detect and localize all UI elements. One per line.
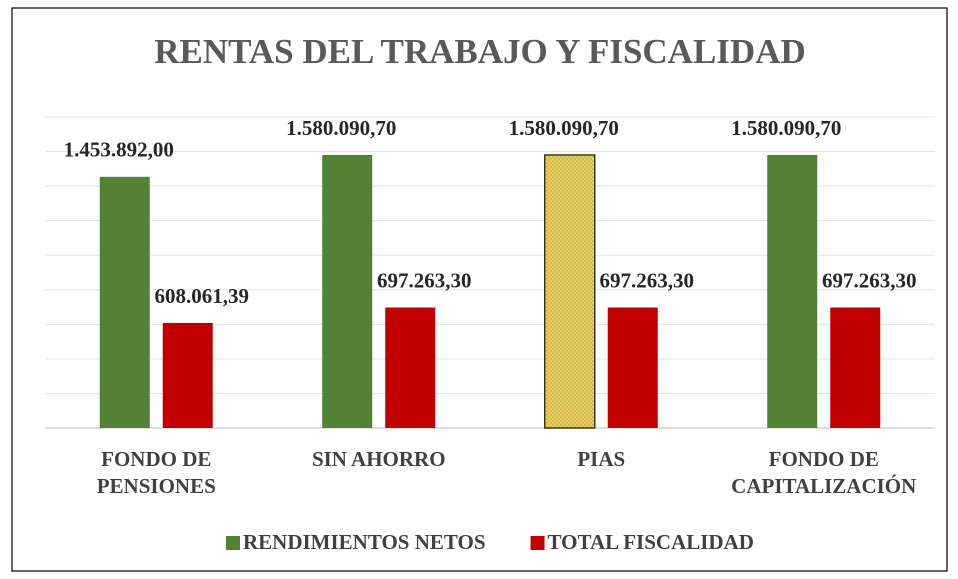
bar xyxy=(322,154,373,429)
x-tick-label: FONDO DE CAPITALIZACIÓN xyxy=(731,447,917,498)
data-label: 608.061,39 xyxy=(155,284,250,308)
data-label: 697.263,30 xyxy=(600,268,695,292)
data-label: 1.453.892,00 xyxy=(64,138,174,162)
bar xyxy=(830,307,881,428)
bar xyxy=(385,307,436,428)
data-label: 1.580.090,70 xyxy=(731,116,841,140)
bar xyxy=(162,322,213,428)
x-tick-label: SIN AHORRO xyxy=(311,447,446,471)
x-tick-label: FONDO DE PENSIONES xyxy=(96,447,216,498)
data-label: 1.580.090,70 xyxy=(286,116,396,140)
legend-swatch xyxy=(530,536,545,550)
bar xyxy=(544,154,596,429)
legend-label: RENDIMIENTOS NETOS xyxy=(243,530,486,554)
legend-label: TOTAL FISCALIDAD xyxy=(548,530,754,554)
bar xyxy=(767,154,818,429)
data-label: 697.263,30 xyxy=(822,268,917,292)
bar xyxy=(99,176,150,428)
chart-title: RENTAS DEL TRABAJO Y FISCALIDAD xyxy=(154,32,806,71)
data-label: 1.580.090,70 xyxy=(509,116,619,140)
legend-swatch xyxy=(226,536,240,550)
x-tick-label: PIAS xyxy=(577,447,626,471)
data-label: 697.263,30 xyxy=(377,268,472,292)
bar xyxy=(607,307,658,428)
